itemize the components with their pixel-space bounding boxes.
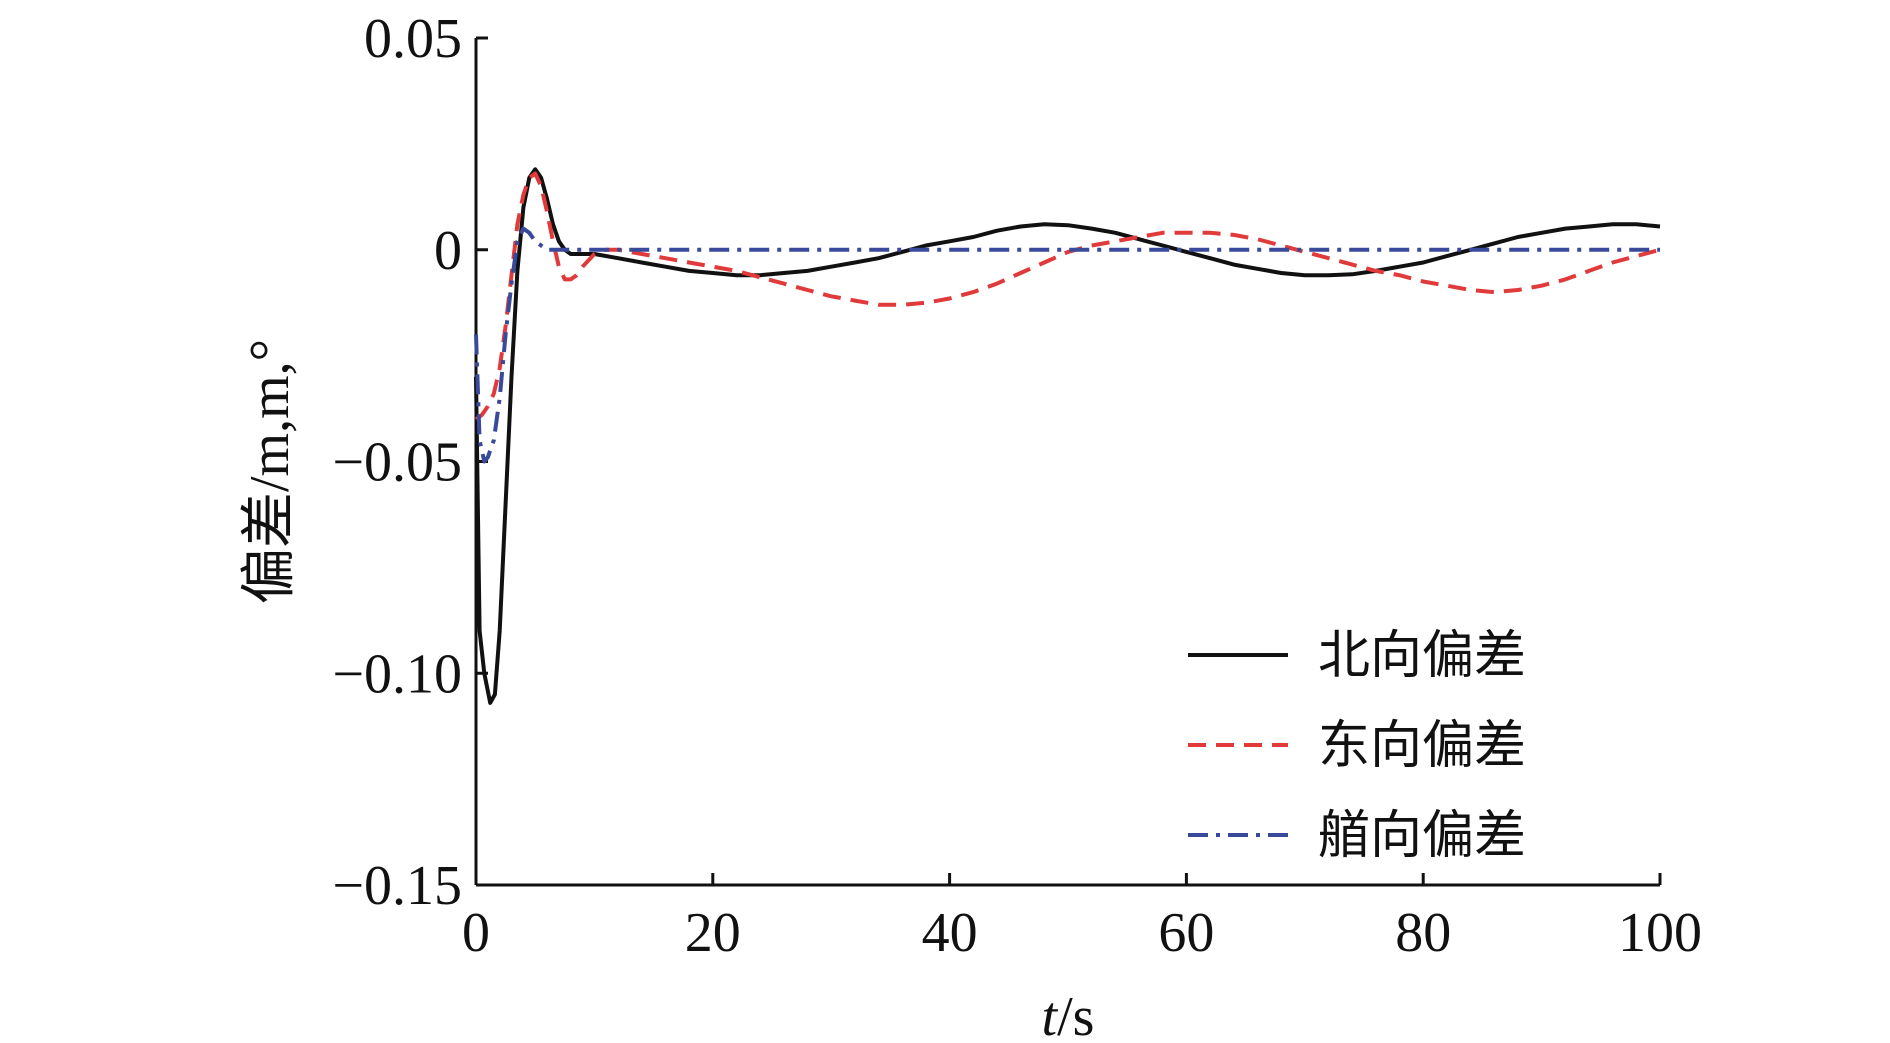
legend-label: 北向偏差	[1318, 626, 1526, 686]
legend-label: 艏向偏差	[1318, 806, 1526, 866]
x-axis-title-unit: /s	[1057, 986, 1094, 1043]
x-tick-label: 60	[1158, 902, 1214, 964]
x-tick-label: 20	[685, 902, 741, 964]
x-tick-label: 0	[462, 902, 490, 964]
y-tick-label: −0.05	[332, 432, 462, 494]
series-line	[474, 171, 1661, 421]
x-axis-title: t/s	[1042, 986, 1095, 1043]
y-tick-label: 0.05	[364, 8, 462, 70]
x-tick-label: 40	[922, 902, 978, 964]
x-tick-label: 100	[1618, 902, 1702, 964]
y-tick-label: −0.10	[332, 643, 462, 705]
y-tick-label: −0.15	[332, 855, 462, 917]
y-ticks: 0.05 0 −0.05 −0.10 −0.15	[332, 8, 488, 917]
y-tick-label: 0	[434, 220, 462, 282]
series-group	[474, 167, 1661, 705]
series-line	[474, 167, 1661, 705]
x-tick-label: 80	[1395, 902, 1451, 964]
y-axis-title: 偏差/m,m,°	[239, 339, 301, 604]
x-axis-title-var: t	[1042, 986, 1059, 1043]
x-ticks: 0 20 40 60 80 100	[462, 873, 1702, 964]
legend-label: 东向偏差	[1318, 716, 1526, 776]
series-line	[474, 226, 1660, 464]
